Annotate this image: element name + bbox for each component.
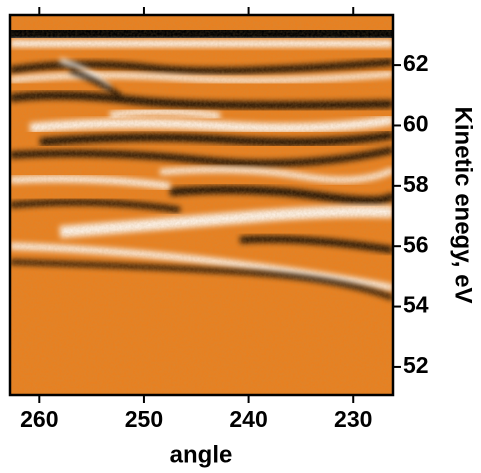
heatmap-image xyxy=(10,15,393,395)
y-tick-label: 58 xyxy=(403,171,429,197)
y-axis-label: Kinetic enegy, eV xyxy=(450,107,477,304)
heatmap-grain xyxy=(10,15,393,395)
x-tick-label: 250 xyxy=(125,406,163,432)
y-tick-label: 52 xyxy=(403,352,429,378)
plot-frame xyxy=(8,13,395,397)
y-tick-label: 60 xyxy=(403,111,429,137)
y-tick-label: 62 xyxy=(403,50,429,76)
x-tick-label: 230 xyxy=(334,406,372,432)
x-tick-label: 240 xyxy=(229,406,267,432)
x-axis-label: angle xyxy=(170,441,233,468)
y-tick-label: 54 xyxy=(403,292,429,318)
y-tick-label: 56 xyxy=(403,231,429,257)
x-tick-label: 260 xyxy=(20,406,58,432)
